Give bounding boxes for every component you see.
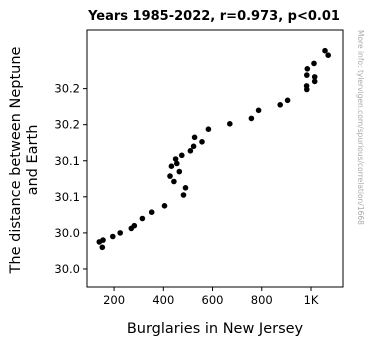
data-point-28: [180, 192, 187, 198]
data-point-19: [187, 148, 194, 154]
y-axis-ticks: 30.0 30.0 30.1 30.1 30.2 30.2: [54, 82, 87, 276]
data-point-11: [277, 102, 284, 108]
x-axis-label: Burglaries in New Jersey: [127, 321, 304, 337]
data-point-37: [100, 237, 106, 243]
x-tick-label-3: 600: [202, 293, 224, 307]
x-tick-label-1: 200: [103, 293, 125, 307]
data-point-33: [128, 225, 135, 232]
x-tick-label-4: 800: [251, 293, 273, 307]
data-point-27: [182, 185, 189, 191]
y-tick-label-1: 30.0: [54, 262, 80, 276]
y-tick-label-5: 30.2: [54, 118, 80, 132]
data-point-4: [304, 66, 311, 72]
data-point-35: [110, 233, 116, 240]
data-point-7: [311, 78, 318, 85]
data-point-1: [322, 47, 328, 54]
data-point-9: [304, 86, 310, 93]
data-point-6: [311, 74, 318, 80]
data-point-13: [248, 115, 255, 122]
data-point-15: [205, 126, 212, 132]
data-point-18: [190, 143, 197, 150]
data-point-34: [117, 230, 123, 236]
data-point-14: [227, 121, 233, 127]
data-point-12: [255, 107, 262, 114]
data-point-21: [172, 156, 179, 162]
data-point-23: [168, 163, 175, 169]
data-point-20: [179, 152, 185, 159]
source-watermark: More info: tylervigen.com/spurious/corre…: [356, 30, 365, 225]
data-point-16: [191, 134, 198, 141]
data-point-3: [311, 60, 317, 67]
y-axis-label: The distance between Neptune and Earth: [8, 46, 41, 274]
data-point-2: [325, 52, 332, 58]
x-axis-ticks: 200 400 600 800 1K: [103, 287, 319, 307]
data-point-24: [176, 168, 183, 175]
data-point-31: [139, 215, 146, 222]
data-point-17: [199, 139, 205, 145]
data-point-26: [171, 178, 177, 185]
data-point-38: [99, 244, 106, 251]
data-point-22: [174, 160, 180, 167]
y-axis-label-line-2: and Earth: [25, 125, 41, 196]
data-points: [96, 47, 332, 251]
x-tick-label-5: 1K: [304, 293, 319, 307]
x-tick-label-2: 400: [152, 293, 174, 307]
data-point-30: [148, 209, 155, 215]
y-tick-label-4: 30.1: [54, 154, 80, 168]
data-point-25: [167, 173, 173, 179]
data-point-29: [161, 203, 168, 209]
y-tick-label-2: 30.0: [54, 226, 80, 240]
data-point-10: [284, 97, 291, 104]
y-tick-label-6: 30.2: [54, 82, 80, 96]
y-axis-label-line-1: The distance between Neptune: [8, 46, 24, 274]
chart-title: Years 1985-2022, r=0.973, p<0.01: [87, 9, 340, 24]
y-tick-label-3: 30.1: [54, 190, 80, 204]
data-point-5: [304, 72, 310, 78]
plot-area: [86, 29, 344, 288]
